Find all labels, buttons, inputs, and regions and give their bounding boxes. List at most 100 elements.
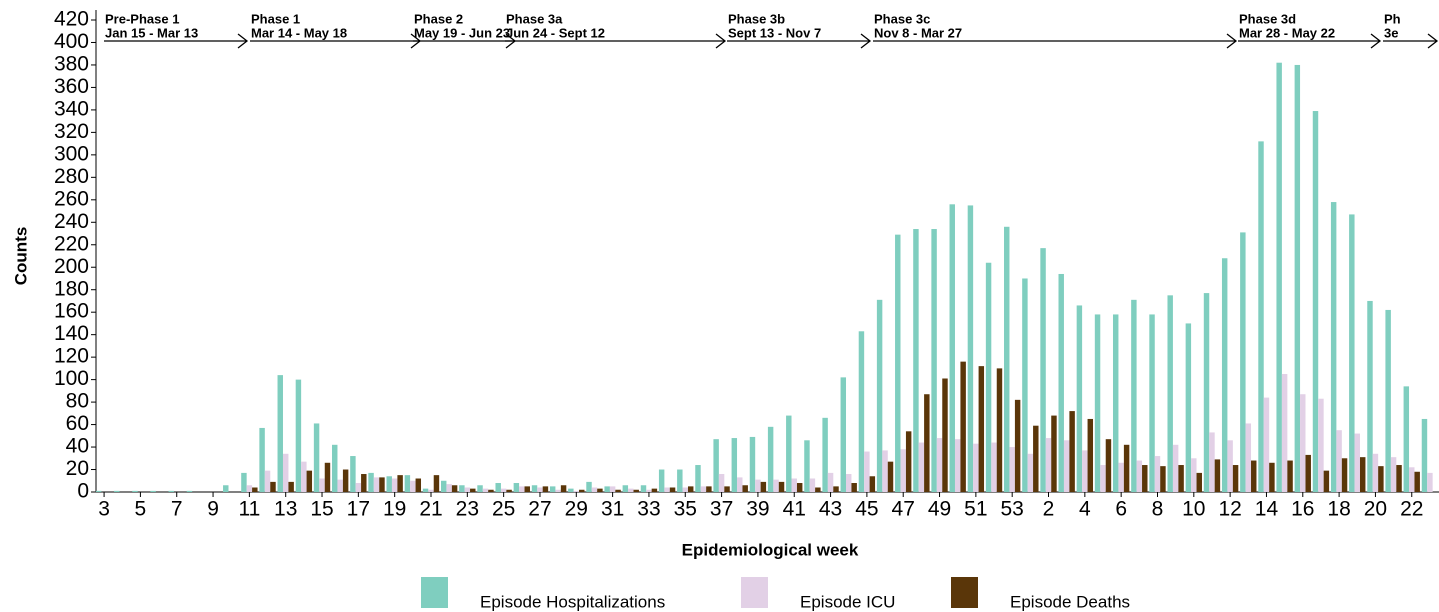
x-tick-label: 17 bbox=[347, 498, 370, 521]
bar bbox=[815, 487, 821, 492]
y-tick-label: 0 bbox=[77, 480, 89, 503]
legend-swatch bbox=[421, 577, 448, 608]
bar bbox=[1069, 411, 1075, 492]
y-tick-label: 220 bbox=[54, 232, 89, 255]
bar bbox=[1214, 459, 1221, 492]
bar bbox=[658, 469, 665, 492]
bar bbox=[332, 444, 338, 492]
bar bbox=[277, 375, 283, 492]
x-tick-label: 5 bbox=[135, 498, 147, 521]
bar bbox=[651, 488, 658, 492]
bar bbox=[132, 490, 138, 492]
bar bbox=[864, 451, 870, 492]
bar bbox=[669, 487, 676, 492]
bar bbox=[1287, 460, 1293, 492]
bar bbox=[1232, 465, 1239, 492]
bar bbox=[428, 489, 434, 492]
bar bbox=[368, 472, 374, 492]
bar bbox=[1378, 466, 1384, 492]
bar bbox=[555, 489, 561, 492]
bar bbox=[241, 472, 247, 492]
arrow-head bbox=[860, 33, 872, 49]
bar bbox=[1123, 444, 1130, 492]
bar bbox=[573, 490, 580, 492]
bar bbox=[464, 487, 471, 492]
x-tick-label: 23 bbox=[456, 498, 479, 521]
bar bbox=[1367, 300, 1373, 492]
bar bbox=[433, 475, 440, 492]
bar bbox=[1209, 432, 1215, 492]
bar bbox=[415, 478, 422, 492]
bar bbox=[1294, 64, 1301, 492]
x-tick-label: 9 bbox=[207, 498, 219, 521]
bar bbox=[604, 486, 610, 492]
bar bbox=[1421, 418, 1428, 492]
y-tick-label: 100 bbox=[54, 367, 89, 390]
bar bbox=[1100, 465, 1106, 492]
bar bbox=[313, 423, 320, 492]
bar bbox=[259, 427, 265, 492]
bar bbox=[488, 489, 494, 492]
phase-dates: Jun 24 - Sept 12 bbox=[506, 25, 605, 40]
bar bbox=[749, 436, 756, 492]
bar bbox=[700, 486, 707, 492]
bar bbox=[1251, 460, 1257, 492]
bar bbox=[1178, 465, 1184, 492]
y-tick-label: 120 bbox=[54, 345, 89, 368]
bar bbox=[737, 477, 743, 492]
bar bbox=[664, 487, 670, 492]
bar bbox=[840, 377, 847, 492]
bar bbox=[942, 378, 948, 492]
x-tick-label: 20 bbox=[1364, 498, 1387, 521]
y-tick-label: 20 bbox=[66, 457, 89, 480]
phase-dates: May 19 - Jun 23 bbox=[414, 25, 510, 40]
bar bbox=[537, 487, 543, 492]
arrow-head bbox=[1370, 33, 1382, 49]
bar bbox=[1022, 278, 1028, 492]
bar bbox=[773, 479, 779, 492]
bar bbox=[95, 490, 102, 492]
legend-label: Episode Deaths bbox=[1010, 592, 1130, 611]
bar bbox=[718, 474, 725, 492]
bar bbox=[633, 489, 639, 492]
bar bbox=[319, 478, 325, 492]
bar bbox=[440, 480, 447, 492]
bar bbox=[1341, 458, 1348, 492]
bar bbox=[804, 440, 810, 492]
x-tick-label: 41 bbox=[783, 498, 806, 521]
bar bbox=[1312, 111, 1319, 493]
bar bbox=[1372, 453, 1379, 492]
bar bbox=[1149, 314, 1155, 492]
x-tick-label: 35 bbox=[674, 498, 697, 521]
bar bbox=[246, 485, 253, 492]
bar bbox=[270, 481, 276, 492]
legend-swatch bbox=[741, 577, 768, 608]
bar bbox=[978, 366, 985, 492]
bar bbox=[713, 439, 719, 492]
bar bbox=[1063, 440, 1070, 492]
bar bbox=[1409, 467, 1415, 492]
bar bbox=[586, 481, 592, 492]
legend-label: Episode Hospitalizations bbox=[480, 592, 665, 611]
bar bbox=[1076, 305, 1083, 492]
bar bbox=[524, 486, 530, 492]
bar bbox=[568, 488, 574, 492]
bar bbox=[404, 475, 411, 492]
bar bbox=[887, 461, 894, 492]
arrow-head bbox=[1427, 33, 1439, 49]
bar bbox=[150, 490, 156, 492]
phase-title: Phase 3b bbox=[728, 11, 785, 26]
bar bbox=[918, 442, 925, 492]
bar bbox=[1142, 465, 1148, 492]
bar bbox=[470, 488, 476, 492]
legend-label: Episode ICU bbox=[800, 592, 895, 611]
x-tick-label: 8 bbox=[1152, 498, 1164, 521]
bar bbox=[252, 487, 258, 492]
bar bbox=[822, 417, 828, 492]
x-tick-label: 3 bbox=[98, 498, 110, 521]
bar bbox=[1403, 386, 1410, 492]
bar bbox=[900, 449, 906, 492]
bar bbox=[1172, 444, 1179, 492]
x-tick-label: 15 bbox=[310, 498, 333, 521]
bar bbox=[869, 476, 876, 492]
